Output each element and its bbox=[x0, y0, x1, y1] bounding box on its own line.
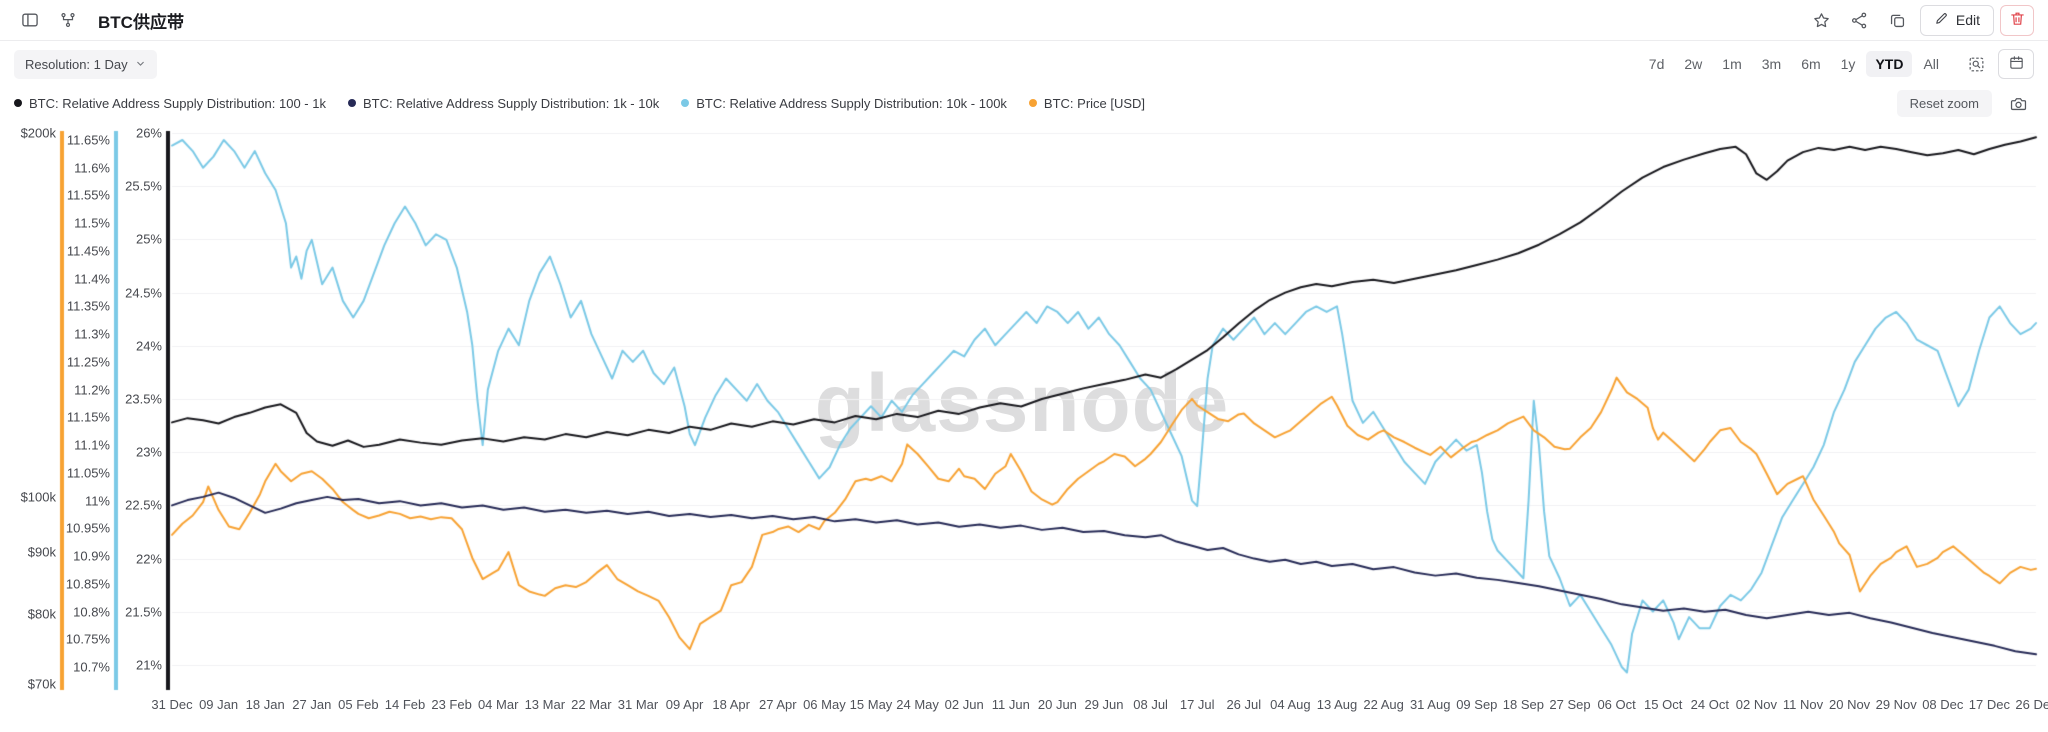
sidebar-toggle-icon bbox=[20, 10, 40, 30]
delete-button[interactable] bbox=[2000, 4, 2034, 36]
legend-row: BTC: Relative Address Supply Distributio… bbox=[0, 88, 2048, 118]
legend-item-2[interactable]: BTC: Relative Address Supply Distributio… bbox=[347, 95, 660, 111]
resolution-label: Resolution: 1 Day bbox=[25, 56, 128, 72]
zoom-area-button[interactable] bbox=[1960, 49, 1992, 79]
zoom-area-icon bbox=[1967, 55, 1986, 74]
range-button-ytd[interactable]: YTD bbox=[1866, 51, 1913, 77]
trash-icon bbox=[2009, 10, 2026, 30]
pencil-icon bbox=[1934, 11, 1949, 29]
dashboard-button[interactable] bbox=[52, 5, 84, 35]
legend-label: BTC: Relative Address Supply Distributio… bbox=[362, 95, 660, 111]
topbar-right: Edit bbox=[1806, 4, 2034, 36]
legend-item-3[interactable]: BTC: Relative Address Supply Distributio… bbox=[681, 96, 1007, 111]
range-button-6m[interactable]: 6m bbox=[1792, 51, 1829, 77]
legend-dot bbox=[14, 99, 22, 107]
range-button-1y[interactable]: 1y bbox=[1832, 51, 1865, 77]
chart-legend: BTC: Relative Address Supply Distributio… bbox=[14, 96, 1145, 111]
page-title: BTC供应带 bbox=[98, 12, 184, 32]
legend-dot bbox=[347, 99, 356, 107]
legend-label: BTC: Price [USD] bbox=[1043, 95, 1146, 111]
chart-toolbar: Resolution: 1 Day 7d 2w 1m 3m 6m 1y YTD All bbox=[0, 42, 2048, 86]
toolbar-right: 7d 2w 1m 3m 6m 1y YTD All bbox=[1640, 49, 2034, 79]
legend-right: Reset zoom bbox=[1896, 88, 2034, 118]
edit-button-label: Edit bbox=[1955, 12, 1980, 28]
star-icon bbox=[1812, 11, 1831, 30]
topbar: BTC供应带 bbox=[0, 0, 2048, 41]
duplicate-button[interactable] bbox=[1882, 5, 1914, 35]
calendar-button[interactable] bbox=[1998, 49, 2034, 79]
sidebar-toggle-button[interactable] bbox=[14, 5, 46, 35]
camera-icon bbox=[2009, 94, 2028, 113]
range-button-1m[interactable]: 1m bbox=[1713, 51, 1750, 77]
edit-button[interactable]: Edit bbox=[1919, 4, 1994, 36]
range-selector: 7d 2w 1m 3m 6m 1y YTD All bbox=[1640, 51, 1948, 77]
screenshot-button[interactable] bbox=[2002, 88, 2034, 118]
dashboard-icon bbox=[59, 11, 77, 29]
chevron-down-icon bbox=[135, 57, 146, 72]
topbar-left: BTC供应带 bbox=[14, 5, 184, 35]
share-button[interactable] bbox=[1844, 5, 1876, 35]
legend-label: BTC: Relative Address Supply Distributio… bbox=[696, 95, 1007, 111]
reset-zoom-button[interactable]: Reset zoom bbox=[1896, 89, 1992, 117]
legend-item-4[interactable]: BTC: Price [USD] bbox=[1028, 95, 1146, 111]
range-button-7d[interactable]: 7d bbox=[1640, 51, 1674, 77]
range-button-3m[interactable]: 3m bbox=[1753, 51, 1790, 77]
calendar-icon bbox=[2008, 54, 2025, 74]
legend-dot bbox=[1028, 99, 1037, 107]
range-button-2w[interactable]: 2w bbox=[1675, 51, 1711, 77]
legend-dot bbox=[681, 99, 690, 107]
legend-item-1[interactable]: BTC: Relative Address Supply Distributio… bbox=[14, 96, 326, 111]
legend-label: BTC: Relative Address Supply Distributio… bbox=[29, 95, 326, 111]
duplicate-icon bbox=[1888, 11, 1907, 30]
favorite-button[interactable] bbox=[1806, 5, 1838, 35]
range-button-all[interactable]: All bbox=[1914, 51, 1948, 77]
resolution-dropdown[interactable]: Resolution: 1 Day bbox=[14, 49, 157, 79]
share-icon bbox=[1850, 11, 1869, 30]
